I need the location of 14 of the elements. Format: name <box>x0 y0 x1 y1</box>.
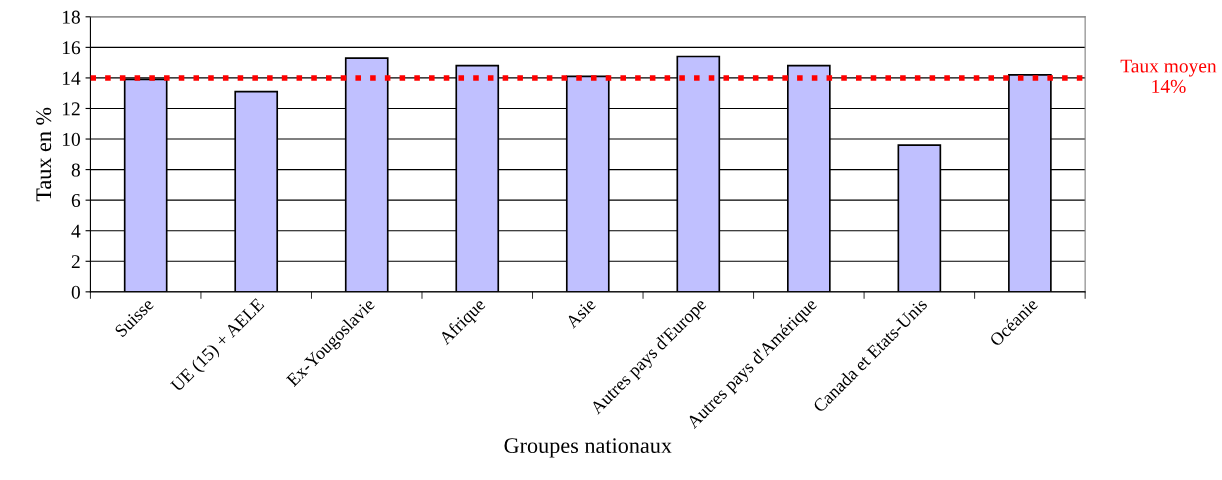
y-tick-label: 0 <box>71 285 80 299</box>
y-tick-label: 6 <box>71 194 81 208</box>
y-axis-title: Taux en % <box>36 107 52 202</box>
y-tick-label: 8 <box>71 163 80 177</box>
ref-line-label: Taux moyen 14% <box>1120 59 1217 94</box>
y-tick-label: 4 <box>71 224 81 238</box>
y-tick-label: 14 <box>62 71 81 85</box>
y-tick-label: 10 <box>62 132 80 146</box>
y-tick-label: 2 <box>71 255 80 269</box>
x-axis-title: Groupes nationaux <box>504 438 672 458</box>
x-tick-label: Asie <box>564 297 597 329</box>
y-tick-label: 16 <box>62 41 81 55</box>
y-tick-label: 18 <box>62 10 80 24</box>
y-tick-label: 12 <box>62 102 80 116</box>
